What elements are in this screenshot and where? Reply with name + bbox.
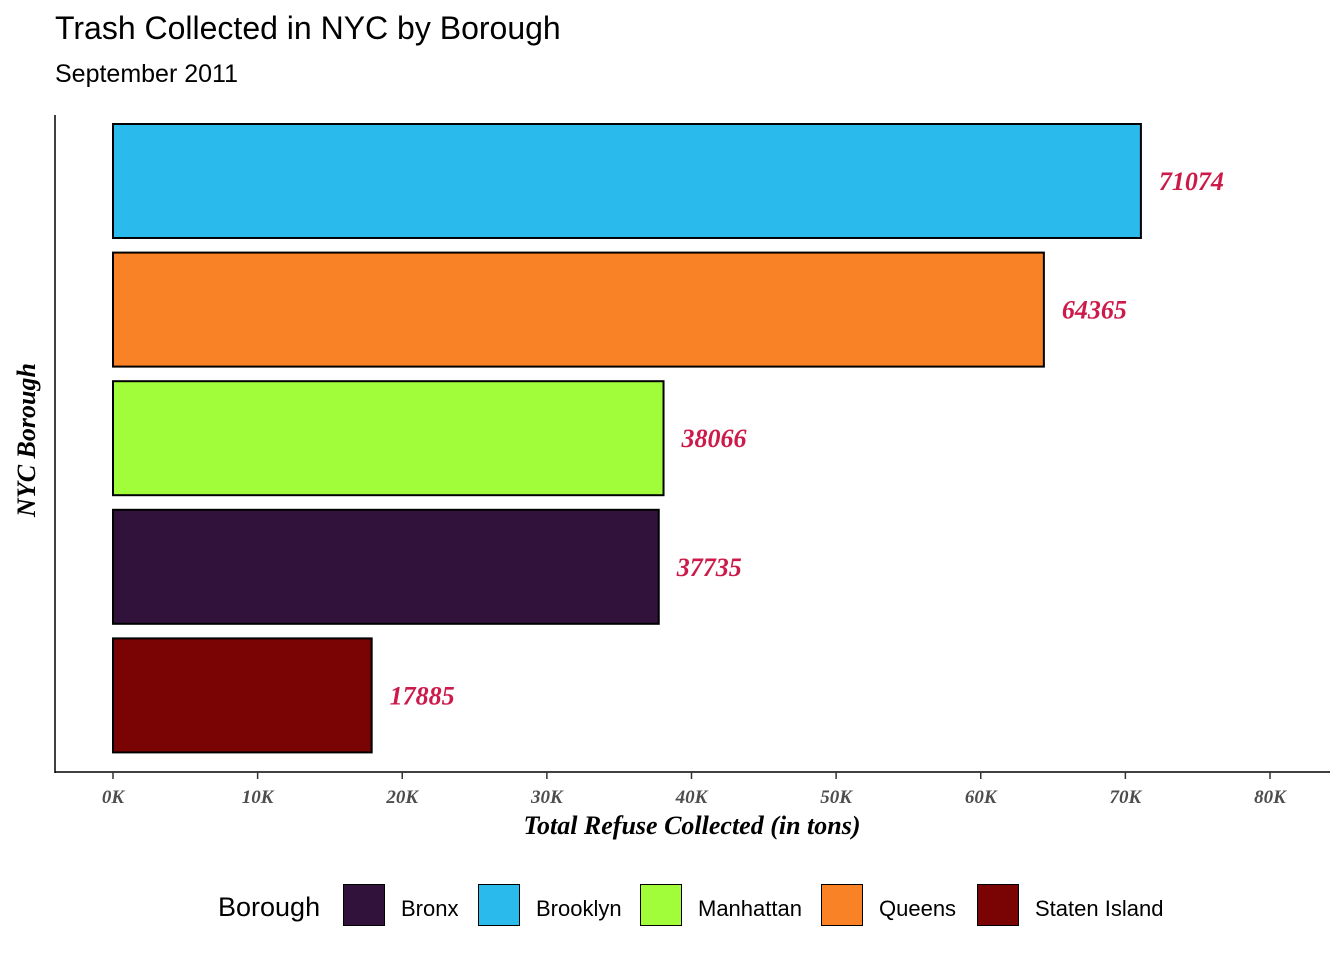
- legend-key-bronx: [343, 884, 385, 926]
- bar-manhattan: [112, 380, 665, 497]
- x-tick-label: 70K: [1110, 787, 1143, 808]
- legend-label-manhattan: Manhattan: [698, 896, 802, 921]
- y-axis-title: NYC Borough: [12, 363, 41, 518]
- legend-label-staten-island: Staten Island: [1035, 896, 1164, 921]
- bar-bronx: [112, 508, 660, 625]
- chart-title: Trash Collected in NYC by Borough: [55, 10, 561, 46]
- x-tick-label: 30K: [530, 787, 564, 808]
- x-ticks-group: 0K 10K 20K 30K 40K 50K 60K 70K 80K: [102, 772, 1287, 808]
- bar-staten-island: [112, 637, 373, 754]
- bars-group: [112, 123, 1142, 754]
- legend-label-queens: Queens: [879, 896, 957, 921]
- x-tick-label: 20K: [385, 787, 419, 808]
- legend: Borough Bronx Brooklyn Manhattan Queens …: [0, 880, 1344, 940]
- x-tick-label: 0K: [102, 787, 126, 808]
- data-label-queens: 64365: [1062, 296, 1127, 325]
- data-label-brooklyn: 71074: [1159, 167, 1224, 196]
- legend-key-staten-island: [977, 884, 1019, 926]
- x-tick-label: 40K: [675, 787, 709, 808]
- x-axis-title: Total Refuse Collected (in tons): [523, 811, 860, 840]
- x-tick-label: 60K: [965, 787, 998, 808]
- data-label-staten-island: 17885: [390, 681, 455, 710]
- bar-brooklyn: [112, 123, 1142, 239]
- x-tick-label: 50K: [820, 787, 853, 808]
- legend-label-bronx: Bronx: [401, 896, 459, 921]
- legend-key-manhattan: [640, 884, 682, 926]
- legend-label-brooklyn: Brooklyn: [536, 896, 622, 921]
- x-tick-label: 80K: [1254, 787, 1287, 808]
- chart-subtitle: September 2011: [55, 60, 238, 88]
- legend-title: Borough: [218, 892, 321, 922]
- bar-queens: [112, 251, 1045, 368]
- data-labels-group: 71074 64365 38066 37735 17885: [390, 167, 1224, 710]
- data-label-bronx: 37735: [676, 553, 742, 582]
- bar-chart: 71074 64365 38066 37735 17885 0K 10K 20K 30K 40K…: [12, 115, 1330, 840]
- x-tick-label: 10K: [242, 787, 275, 808]
- data-label-manhattan: 38066: [681, 424, 747, 453]
- legend-key-queens: [821, 884, 863, 926]
- legend-key-brooklyn: [478, 884, 520, 926]
